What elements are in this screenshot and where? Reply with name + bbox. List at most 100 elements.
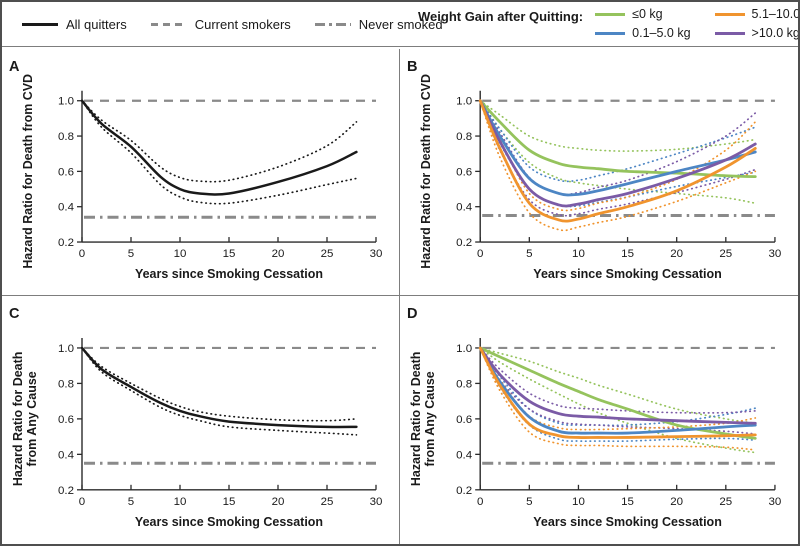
purple-line-sample-icon bbox=[714, 31, 745, 35]
x-tick-label: 0 bbox=[477, 247, 483, 259]
y-tick-label: 1.0 bbox=[456, 95, 472, 107]
y-axis-title: Hazard Ratio for Death bbox=[11, 352, 25, 487]
legend-label: All quitters bbox=[66, 17, 127, 32]
x-tick-label: 0 bbox=[79, 247, 85, 259]
confidence-band-line bbox=[479, 99, 757, 152]
series-line bbox=[478, 98, 757, 196]
x-tick-label: 10 bbox=[572, 496, 585, 508]
y-axis-title: Hazard Ratio for Death from CVD bbox=[419, 74, 433, 269]
y-axis-title: from Any Cause bbox=[25, 371, 39, 466]
y-tick-label: 0.6 bbox=[456, 414, 472, 426]
y-tick-label: 0.4 bbox=[58, 201, 75, 213]
x-tick-label: 5 bbox=[526, 496, 532, 508]
x-tick-label: 20 bbox=[670, 496, 683, 508]
y-tick-label: 1.0 bbox=[58, 343, 74, 355]
legend-item-never-smoked: Never smoked bbox=[314, 17, 443, 32]
legend-item-5-1-10kg: 5.1–10.0 kg bbox=[714, 7, 800, 21]
y-tick-label: 0.8 bbox=[456, 379, 472, 391]
weight-gain-legend-title: Weight Gain after Quitting: bbox=[418, 9, 584, 24]
dashed-line-sample-icon bbox=[150, 23, 187, 26]
legend-item-current-smokers: Current smokers bbox=[150, 17, 291, 32]
panel-letter: C bbox=[9, 306, 20, 322]
x-tick-label: 30 bbox=[370, 247, 383, 259]
confidence-band-line bbox=[81, 99, 358, 205]
y-tick-label: 1.0 bbox=[58, 95, 74, 107]
x-tick-label: 30 bbox=[370, 496, 383, 508]
legend-item-0-1-5kg: 0.1–5.0 kg bbox=[595, 26, 691, 40]
y-tick-label: 0.6 bbox=[58, 414, 74, 426]
confidence-band-line bbox=[479, 347, 757, 415]
panel-letter: A bbox=[9, 58, 20, 74]
panel-letter: B bbox=[407, 58, 417, 74]
x-tick-label: 15 bbox=[223, 247, 236, 259]
x-axis-title: Years since Smoking Cessation bbox=[135, 266, 323, 280]
y-tick-label: 0.4 bbox=[456, 450, 473, 462]
y-tick-label: 0.2 bbox=[58, 485, 74, 497]
panel-b: 1.0 0.8 0.6 0.4 0.2 0 5 10 15 20 25 30 B Hazard Ratio… bbox=[400, 48, 798, 297]
y-tick-label: 1.0 bbox=[456, 343, 472, 355]
legend-item-gt10kg: >10.0 kg bbox=[714, 26, 798, 40]
legend-label: 5.1–10.0 kg bbox=[751, 7, 800, 21]
x-tick-label: 5 bbox=[128, 496, 134, 508]
confidence-band-line bbox=[479, 347, 757, 452]
x-tick-label: 15 bbox=[223, 496, 236, 508]
x-tick-label: 10 bbox=[174, 247, 187, 259]
series-line bbox=[478, 98, 757, 223]
x-tick-label: 25 bbox=[719, 496, 732, 508]
x-tick-label: 0 bbox=[79, 496, 85, 508]
y-tick-label: 0.6 bbox=[58, 166, 74, 178]
x-axis-title: Years since Smoking Cessation bbox=[135, 515, 323, 529]
x-tick-label: 5 bbox=[128, 247, 134, 259]
panel-grid: 1.0 0.8 0.6 0.4 0.2 0 5 10 15 20 25 30 A Hazard Ratio… bbox=[2, 48, 798, 544]
y-tick-label: 0.4 bbox=[456, 201, 473, 213]
x-tick-label: 15 bbox=[621, 496, 634, 508]
legend-item-all-quitters: All quitters bbox=[22, 17, 127, 32]
series-line bbox=[478, 346, 757, 425]
y-axis-title: Hazard Ratio for Death bbox=[409, 352, 423, 487]
x-tick-label: 10 bbox=[174, 496, 187, 508]
blue-line-sample-icon bbox=[595, 31, 626, 35]
legend-item-le0kg: ≤0 kg bbox=[595, 7, 690, 21]
confidence-band-line bbox=[81, 347, 358, 436]
y-tick-label: 0.2 bbox=[456, 237, 472, 249]
x-tick-label: 25 bbox=[321, 247, 334, 259]
orange-line-sample-icon bbox=[714, 12, 745, 16]
confidence-band-line bbox=[479, 99, 757, 182]
legend-label: 0.1–5.0 kg bbox=[632, 26, 691, 40]
panel-c: 1.0 0.8 0.6 0.4 0.2 0 5 10 15 20 25 30 C Hazard Ratio… bbox=[2, 296, 400, 544]
x-tick-label: 20 bbox=[272, 247, 285, 259]
legend-weight-gain: Weight Gain after Quitting: ≤0 kg 0.1–5.… bbox=[418, 7, 800, 40]
weight-gain-items: ≤0 kg 0.1–5.0 kg 5.1–10.0 kg >10.0 kg bbox=[595, 7, 800, 40]
x-tick-label: 30 bbox=[769, 247, 782, 259]
series-line bbox=[478, 98, 757, 178]
x-tick-label: 25 bbox=[719, 247, 732, 259]
x-axis-title: Years since Smoking Cessation bbox=[533, 515, 722, 529]
confidence-band-line bbox=[81, 347, 358, 422]
x-tick-label: 15 bbox=[621, 247, 634, 259]
x-tick-label: 5 bbox=[526, 247, 532, 259]
x-axis-title: Years since Smoking Cessation bbox=[533, 266, 722, 280]
y-tick-label: 0.2 bbox=[58, 237, 74, 249]
series-line bbox=[478, 98, 757, 207]
x-tick-label: 30 bbox=[769, 496, 782, 508]
y-tick-label: 0.8 bbox=[456, 131, 472, 143]
series-line bbox=[478, 346, 757, 440]
y-axis-title: Hazard Ratio for Death from CVD bbox=[21, 74, 35, 269]
series-line bbox=[80, 346, 358, 429]
legend-label: Current smokers bbox=[194, 17, 291, 32]
legend-label: Never smoked bbox=[358, 17, 443, 32]
panel-D-plot: 1.0 0.8 0.6 0.4 0.2 0 5 10 15 20 25 30 D Hazard Ratio… bbox=[407, 306, 782, 529]
panel-letter: D bbox=[407, 306, 418, 322]
confidence-band-line bbox=[479, 99, 757, 204]
y-tick-label: 0.8 bbox=[58, 131, 74, 143]
x-tick-label: 10 bbox=[572, 247, 585, 259]
x-tick-label: 20 bbox=[272, 496, 285, 508]
confidence-band-line bbox=[479, 99, 757, 207]
solid-line-sample-icon bbox=[22, 23, 58, 26]
panel-a: 1.0 0.8 0.6 0.4 0.2 0 5 10 15 20 25 30 A Hazard Ratio… bbox=[2, 48, 400, 297]
x-tick-label: 20 bbox=[670, 247, 683, 259]
y-tick-label: 0.8 bbox=[58, 379, 74, 391]
